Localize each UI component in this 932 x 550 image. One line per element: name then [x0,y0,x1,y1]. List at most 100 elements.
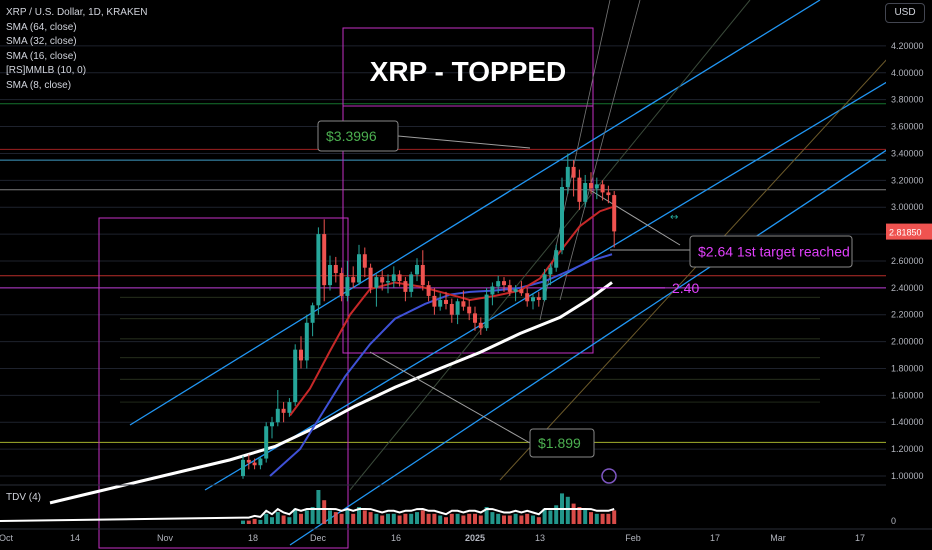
tdv-bar [525,513,530,524]
x-tick-label: Feb [625,533,641,543]
tdv-bar [241,520,245,524]
chart-title: XRP - TOPPED [370,56,567,87]
y-tick-label: 3.80000 [891,95,924,105]
channel-line [129,0,821,426]
candle-body [328,264,332,286]
candle-body [345,277,350,296]
y-tick-label: 2.20000 [891,310,924,320]
tdv-bar [246,520,251,524]
candle-body [449,303,454,315]
x-axis: Oct 14 Nov 18 Dec 16 2025 13 Feb 17 Mar 17 [0,528,932,543]
tdv-bar [444,517,448,524]
last-price-tag [886,223,932,240]
y-tick-label: 4.20000 [891,41,924,51]
candle-body [293,349,298,403]
x-tick-label: 16 [391,533,401,543]
tdv-pane: 0 [0,484,896,526]
candle-body [461,301,466,307]
candle-body [565,166,570,188]
candle-body [264,426,269,459]
candle-body [275,408,280,423]
legend-sma-8[interactable]: SMA (8, close) [6,79,72,91]
level-label-240: 2.40 [672,280,699,296]
tdv-bar [316,490,321,524]
candle-body [258,458,263,466]
tdv-bar [357,507,361,524]
candle-body [316,234,321,306]
candle-body [473,313,477,323]
tdv-bar [449,513,454,524]
tdv-bar [513,513,518,524]
candle-body [496,281,501,287]
legend-sma-16[interactable]: SMA (16, close) [6,50,77,62]
candle-body [368,267,373,288]
symbol-line[interactable]: XRP / U.S. Dollar, 1D, KRAKEN [6,7,148,18]
indicator-legend: XRP / U.S. Dollar, 1D, KRAKEN SMA (64, c… [6,6,148,94]
candle-body [403,281,408,292]
tdv-bar [281,515,286,524]
candle-body [252,462,257,466]
tdv-bar [490,512,495,524]
candle-body [455,301,460,315]
tdv-bar [473,513,477,524]
callouts: XRP - TOPPED $3.3996 $2.64 1st target reac… [317,56,853,484]
y-tick-label: 1.20000 [891,444,924,454]
tdv-bar [310,507,315,524]
legend-mmlb[interactable]: [RS]MMLB (10, 0) [6,65,87,77]
tdv-bar [386,513,390,524]
candle-body [322,234,327,286]
x-tick-label: 17 [710,533,720,543]
tdv-bar [403,513,408,524]
annotation-box-left [98,217,349,549]
callout-text: $3.3996 [326,128,377,144]
tdv-bar [409,513,414,524]
candle-body [310,305,315,323]
candle-body [484,294,489,329]
legend-sma-64[interactable]: SMA (64, close) [6,21,77,33]
tdv-line [0,507,615,522]
y-tick-label: 1.60000 [891,390,924,400]
candle-body [589,183,593,189]
tdv-bar [397,515,402,524]
candle-body [444,299,448,304]
candle-body [287,402,292,413]
tdv-bar [345,508,350,524]
tdv-bar [304,510,309,524]
tdv-bar [264,513,269,524]
tdv-bar [362,510,367,524]
legend-sma-32[interactable]: SMA (32, close) [6,36,77,48]
candle-body [594,184,599,189]
x-tick-label: Mar [770,533,786,543]
tdv-bar [502,515,506,524]
tdv-bar [333,512,338,524]
tdv-bar [322,500,327,524]
tdv-bar [594,513,599,524]
tdv-bar [420,510,425,524]
y-axis-bg [886,0,932,530]
channel-line [204,54,932,491]
candles [241,153,617,479]
x-tick-label: 17 [855,533,865,543]
annotation-boxes [98,27,594,549]
tdv-bar [275,512,280,524]
currency-button[interactable]: USD [885,3,925,23]
y-tick-label: 4.00000 [891,68,924,78]
moving-averages [49,206,613,505]
candle-body [548,267,553,275]
candle-body [339,273,344,296]
callout-box [529,428,595,458]
tdv-bar [583,508,588,524]
tdv-label: TDV (4) [6,492,41,503]
x-tick-label: Nov [157,533,174,543]
y-tick-label: 2.40000 [891,283,924,293]
sma-line [49,281,613,505]
x-tick-label: 2025 [465,533,485,543]
price-level-lines [0,103,886,443]
tdv-bar [287,517,292,524]
candle-body [397,274,402,282]
candle-body [357,254,361,283]
candle-body [554,250,559,268]
tdv-bar [426,513,431,524]
price-grid [0,45,886,477]
